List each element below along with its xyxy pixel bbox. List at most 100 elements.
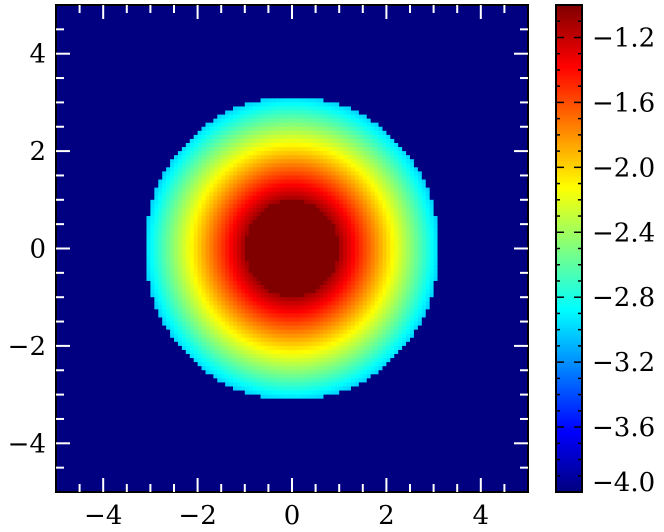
heatmap-cell bbox=[296, 54, 301, 59]
heatmap-cell bbox=[512, 46, 517, 51]
heatmap-cell bbox=[386, 90, 391, 95]
heatmap-cell bbox=[76, 135, 81, 140]
heatmap-cell bbox=[249, 106, 254, 111]
heatmap-cell bbox=[327, 102, 332, 107]
heatmap-cell bbox=[150, 66, 155, 71]
heatmap-cell bbox=[154, 46, 159, 51]
heatmap-cell bbox=[217, 111, 222, 116]
heatmap-cell bbox=[500, 111, 505, 116]
heatmap-cell bbox=[508, 94, 513, 99]
heatmap-cell bbox=[386, 135, 391, 140]
heatmap-cell bbox=[434, 151, 439, 156]
heatmap-cell bbox=[135, 50, 140, 55]
heatmap-cell bbox=[382, 66, 387, 71]
heatmap-cell bbox=[198, 25, 203, 30]
heatmap-cell bbox=[268, 46, 273, 51]
heatmap-cell bbox=[489, 70, 494, 75]
heatmap-cell bbox=[272, 25, 277, 30]
heatmap-cell bbox=[280, 115, 285, 120]
heatmap-cell bbox=[205, 9, 210, 14]
heatmap-cell bbox=[323, 111, 328, 116]
heatmap-cell bbox=[516, 135, 521, 140]
heatmap-cell bbox=[80, 98, 85, 103]
heatmap-cell bbox=[422, 102, 427, 107]
heatmap-cell bbox=[225, 33, 230, 38]
heatmap-cell bbox=[166, 135, 171, 140]
heatmap-cell bbox=[123, 119, 128, 124]
heatmap-cell bbox=[284, 78, 289, 83]
heatmap-cell bbox=[308, 139, 313, 144]
heatmap-cell bbox=[182, 119, 187, 124]
heatmap-cell bbox=[327, 106, 332, 111]
heatmap-cell bbox=[445, 135, 450, 140]
heatmap-cell bbox=[80, 139, 85, 144]
heatmap-cell bbox=[237, 46, 242, 51]
heatmap-cell bbox=[178, 86, 183, 91]
heatmap-cell bbox=[441, 147, 446, 152]
heatmap-cell bbox=[209, 66, 214, 71]
heatmap-cell bbox=[170, 54, 175, 59]
heatmap-cell bbox=[493, 70, 498, 75]
heatmap-cell bbox=[449, 135, 454, 140]
heatmap-cell bbox=[261, 143, 266, 148]
heatmap-cell bbox=[473, 106, 478, 111]
heatmap-cell bbox=[162, 70, 167, 75]
heatmap-cell bbox=[111, 66, 116, 71]
heatmap-cell bbox=[343, 25, 348, 30]
heatmap-cell bbox=[60, 143, 65, 148]
heatmap-cell bbox=[414, 98, 419, 103]
heatmap-cell bbox=[202, 29, 207, 34]
heatmap-cell bbox=[426, 25, 431, 30]
heatmap-cell bbox=[316, 102, 321, 107]
heatmap-cell bbox=[257, 54, 262, 59]
heatmap-cell bbox=[300, 25, 305, 30]
heatmap-cell bbox=[166, 58, 171, 63]
heatmap-cell bbox=[288, 127, 293, 132]
heatmap-cell bbox=[146, 131, 151, 136]
heatmap-cell bbox=[500, 37, 505, 42]
heatmap-cell bbox=[406, 33, 411, 38]
heatmap-cell bbox=[465, 37, 470, 42]
heatmap-cell bbox=[418, 9, 423, 14]
heatmap-cell bbox=[465, 13, 470, 18]
heatmap-cell bbox=[194, 90, 199, 95]
heatmap-cell bbox=[430, 102, 435, 107]
heatmap-cell bbox=[190, 106, 195, 111]
heatmap-cell bbox=[194, 21, 199, 26]
heatmap-cell bbox=[268, 66, 273, 71]
heatmap-cell bbox=[174, 46, 179, 51]
heatmap-cell bbox=[115, 151, 120, 156]
heatmap-cell bbox=[312, 90, 317, 95]
heatmap-cell bbox=[288, 37, 293, 42]
heatmap-cell bbox=[60, 135, 65, 140]
heatmap-cell bbox=[205, 29, 210, 34]
heatmap-cell bbox=[355, 66, 360, 71]
heatmap-cell bbox=[150, 139, 155, 144]
heatmap-cell bbox=[253, 70, 258, 75]
heatmap-cell bbox=[123, 42, 128, 47]
heatmap-cell bbox=[194, 25, 199, 30]
heatmap-cell bbox=[284, 33, 289, 38]
heatmap-cell bbox=[276, 78, 281, 83]
heatmap-cell bbox=[80, 143, 85, 148]
heatmap-cell bbox=[143, 151, 148, 156]
heatmap-cell bbox=[438, 123, 443, 128]
heatmap-cell bbox=[449, 66, 454, 71]
heatmap-cell bbox=[64, 155, 69, 160]
heatmap-cell bbox=[304, 111, 309, 116]
heatmap-cell bbox=[249, 90, 254, 95]
heatmap-cell bbox=[64, 115, 69, 120]
heatmap-cell bbox=[198, 70, 203, 75]
heatmap-cell bbox=[414, 13, 419, 18]
heatmap-cell bbox=[107, 25, 112, 30]
heatmap-cell bbox=[402, 147, 407, 152]
heatmap-cell bbox=[111, 50, 116, 55]
heatmap-cell bbox=[426, 111, 431, 116]
heatmap-cell bbox=[327, 25, 332, 30]
heatmap-cell bbox=[355, 106, 360, 111]
heatmap-cell bbox=[465, 74, 470, 79]
heatmap-cell bbox=[359, 21, 364, 26]
heatmap-cell bbox=[225, 62, 230, 67]
heatmap-cell bbox=[347, 9, 352, 14]
heatmap-cell bbox=[99, 119, 104, 124]
